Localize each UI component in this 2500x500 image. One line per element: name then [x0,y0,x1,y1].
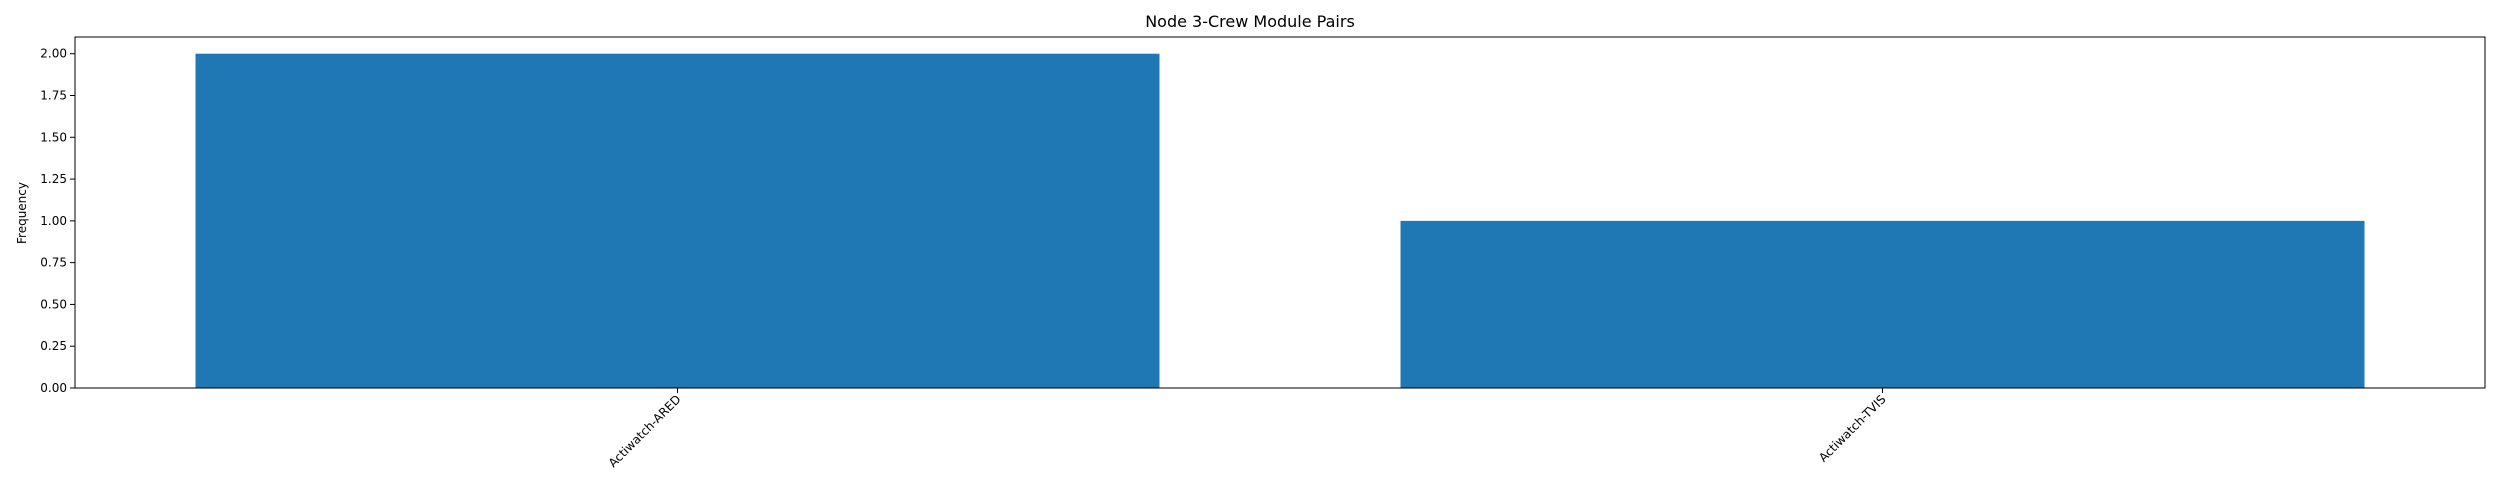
y-tick-label: 0.00 [40,381,67,395]
y-tick-label: 0.25 [40,339,67,353]
chart-title: Node 3-Crew Module Pairs [1145,12,1355,31]
y-tick-label: 1.50 [40,130,67,144]
y-tick-label: 2.00 [40,47,67,61]
y-axis-ticks: 0.00 0.25 0.50 0.75 1.00 1.25 1.50 1.75 2.00 [40,47,75,395]
y-tick-label: 0.50 [40,297,67,311]
bar-actiwatch-ared [195,53,1160,388]
y-axis-label: Frequency [15,182,29,244]
y-tick-label: 1.00 [40,214,67,228]
plot-frame [74,36,2486,389]
bars [195,53,2365,388]
bar-actiwatch-tvis [1400,220,2365,388]
y-tick-label: 1.75 [40,89,67,103]
y-tick-label: 0.75 [40,256,67,270]
y-tick-label: 1.25 [40,172,67,186]
